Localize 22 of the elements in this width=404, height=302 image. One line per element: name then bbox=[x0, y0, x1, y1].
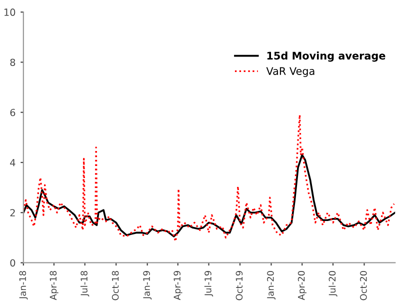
legend-label: VaR Vega bbox=[266, 67, 314, 77]
x-tick-label: Jul-20 bbox=[328, 270, 338, 296]
y-tick-label: 8 bbox=[10, 58, 16, 66]
x-tick-label: Oct-18 bbox=[112, 270, 119, 300]
line-series bbox=[23, 114, 395, 242]
y-tick-label: 0 bbox=[10, 259, 16, 267]
x-tick-label: Jul-18 bbox=[80, 270, 90, 296]
x-tick-label: Apr-19 bbox=[174, 271, 182, 300]
x-tick-label: Apr-20 bbox=[298, 270, 306, 300]
x-tick-label: Jan-20 bbox=[267, 270, 276, 300]
x-tick-label: Jan-19 bbox=[143, 271, 152, 300]
x-tick-label: Jul-19 bbox=[204, 271, 214, 296]
x-tick-label: Oct-19 bbox=[236, 271, 243, 300]
legend-label: 15d Moving average bbox=[267, 52, 386, 62]
y-tick-label: 10 bbox=[4, 8, 16, 16]
x-tick-label: Oct-20 bbox=[360, 270, 367, 300]
y-tick-label: 6 bbox=[10, 108, 16, 116]
x-tick-label: Apr-18 bbox=[50, 270, 58, 300]
line-series bbox=[23, 154, 396, 238]
y-tick-label: 4 bbox=[10, 159, 16, 166]
x-tick-label: Jan-18 bbox=[19, 270, 28, 300]
y-tick-label: 2 bbox=[10, 209, 15, 216]
